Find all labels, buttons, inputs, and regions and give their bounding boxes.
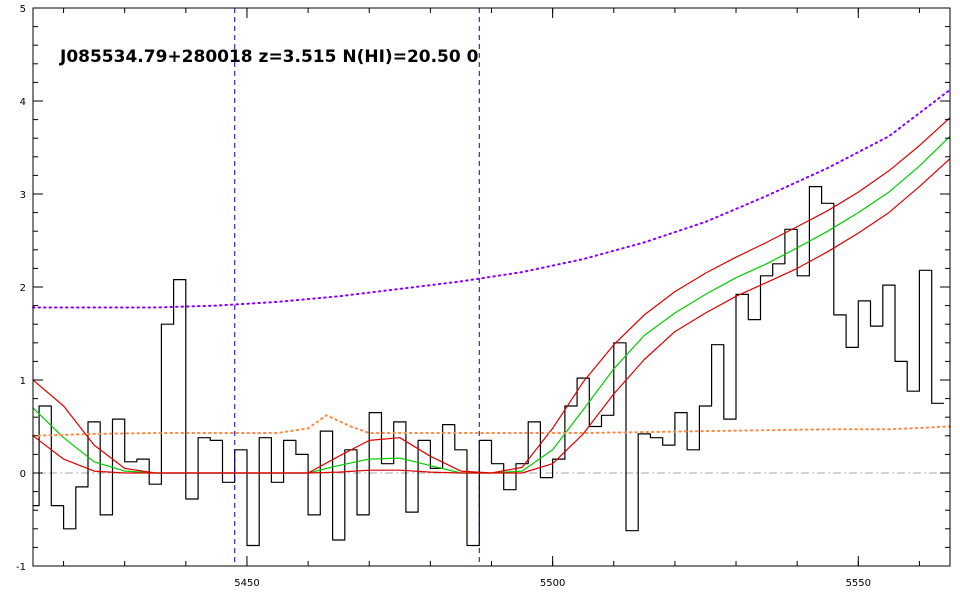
y-tick-label: 0 bbox=[20, 469, 26, 480]
y-tick-label: 4 bbox=[20, 97, 26, 108]
y-tick-label: 2 bbox=[20, 283, 26, 294]
flux-spectrum-line bbox=[33, 186, 944, 547]
x-tick-label: 5450 bbox=[234, 578, 259, 589]
plot-frame bbox=[32, 7, 951, 567]
continuum-line bbox=[32, 88, 951, 309]
y-tick-label: 3 bbox=[20, 190, 26, 201]
error-line bbox=[32, 414, 951, 437]
model-upper-bound-line bbox=[32, 117, 951, 474]
y-tick-label: 1 bbox=[20, 376, 26, 387]
plot-area: -1 0 1 2 3 4 5 5450 5500 5550 bbox=[16, 4, 951, 589]
x-tick-label: 5550 bbox=[846, 578, 871, 589]
model-lower-bound-line bbox=[32, 158, 951, 474]
y-tick-label: -1 bbox=[16, 562, 26, 573]
x-tick-label: 5500 bbox=[540, 578, 565, 589]
chart-title: J085534.79+280018 z=3.515 N(HI)=20.50 0 bbox=[59, 47, 479, 67]
y-tick-label: 5 bbox=[20, 4, 26, 15]
